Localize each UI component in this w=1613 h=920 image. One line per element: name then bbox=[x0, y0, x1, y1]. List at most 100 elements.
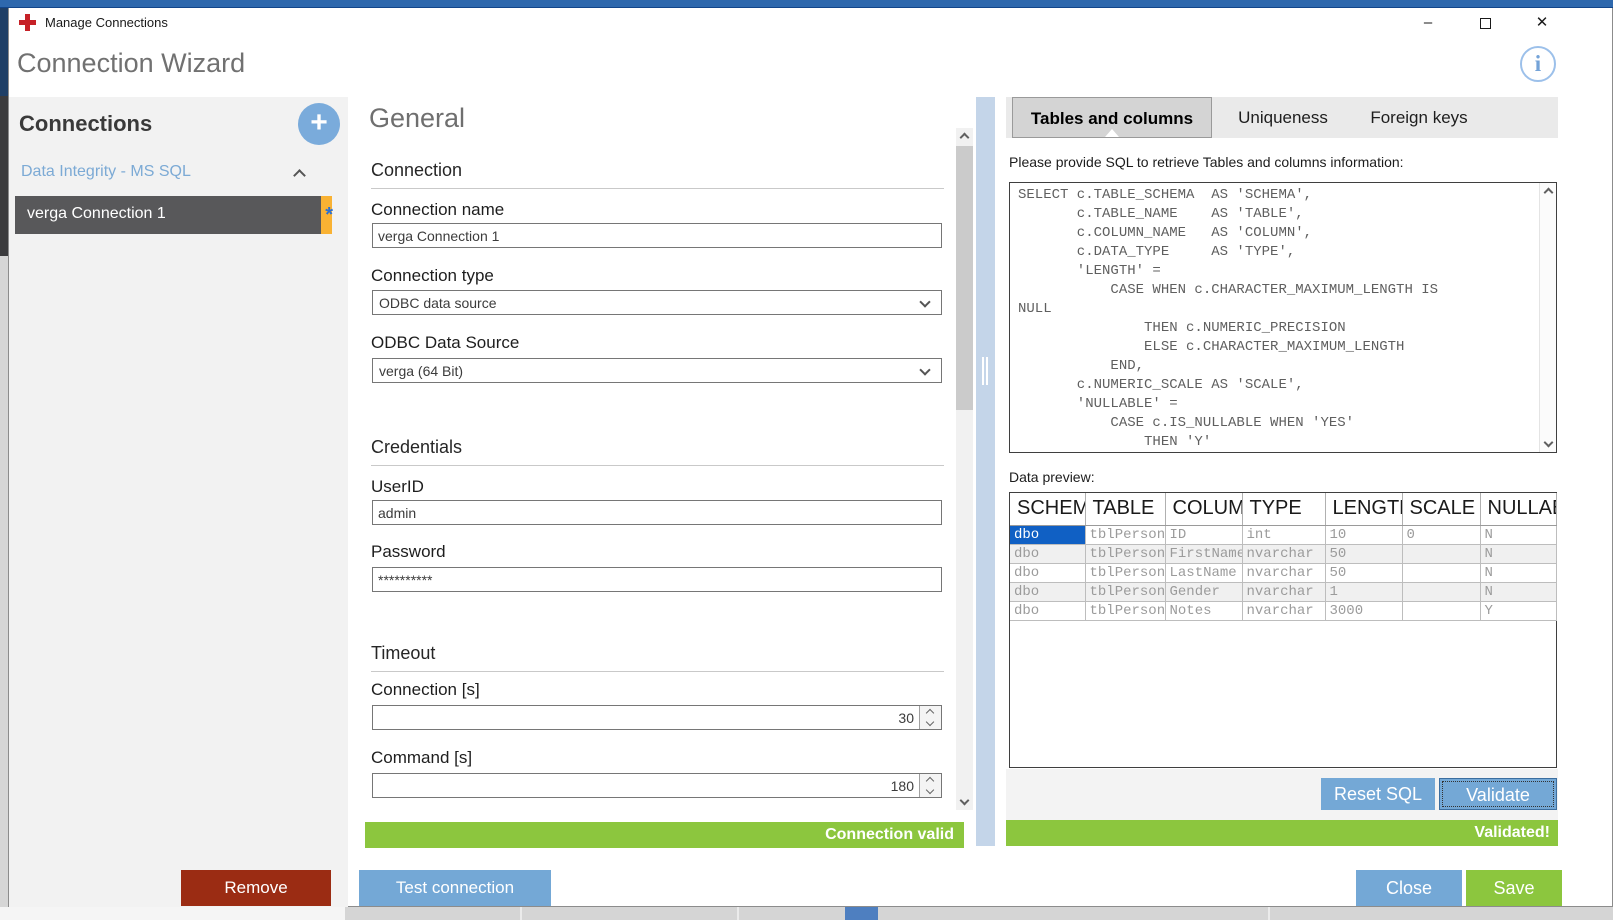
table-cell[interactable]: FirstName bbox=[1165, 544, 1243, 564]
connection-item-label: verga Connection 1 bbox=[27, 205, 166, 222]
table-cell[interactable]: N bbox=[1480, 582, 1557, 602]
save-button[interactable]: Save bbox=[1466, 870, 1562, 906]
credentials-section-header: Credentials bbox=[371, 437, 944, 466]
table-cell[interactable]: 10 bbox=[1325, 525, 1403, 545]
tab-tables-and-columns[interactable]: Tables and columns bbox=[1012, 97, 1212, 138]
scrollbar-thumb[interactable] bbox=[956, 146, 973, 410]
tab-uniqueness[interactable]: Uniqueness bbox=[1238, 108, 1328, 127]
connection-type-select[interactable]: ODBC data source bbox=[372, 290, 942, 315]
table-cell[interactable]: tblPerson bbox=[1085, 563, 1166, 583]
connection-name-input[interactable] bbox=[372, 223, 942, 248]
maximize-icon bbox=[1479, 17, 1491, 29]
table-cell[interactable] bbox=[1402, 582, 1481, 602]
column-header[interactable]: LENGTH bbox=[1325, 493, 1403, 526]
table-cell-selected[interactable]: dbo bbox=[1010, 525, 1086, 545]
active-tab-notch bbox=[1105, 129, 1119, 137]
spin-up-icon bbox=[925, 708, 935, 718]
table-cell[interactable]: 50 bbox=[1325, 544, 1403, 564]
spin-down-icon bbox=[925, 717, 935, 727]
data-preview-label: Data preview: bbox=[1009, 469, 1095, 485]
close-window-button[interactable]: ✕ bbox=[1535, 14, 1549, 31]
reset-sql-button[interactable]: Reset SQL bbox=[1321, 778, 1435, 810]
background-segment bbox=[0, 907, 345, 920]
table-cell[interactable]: LastName bbox=[1165, 563, 1243, 583]
background-segment bbox=[845, 907, 878, 920]
sql-editor[interactable]: SELECT c.TABLE_SCHEMA AS 'SCHEMA', c.TAB… bbox=[1009, 182, 1557, 453]
table-cell[interactable]: nvarchar bbox=[1242, 601, 1326, 621]
column-header[interactable]: NULLABLE bbox=[1480, 493, 1557, 526]
scroll-up-icon[interactable] bbox=[1543, 187, 1554, 198]
table-cell[interactable]: Y bbox=[1480, 601, 1557, 621]
table-cell[interactable]: 3000 bbox=[1325, 601, 1403, 621]
add-connection-button[interactable]: + bbox=[298, 103, 340, 145]
scroll-down-icon[interactable] bbox=[1543, 437, 1554, 448]
spinner-buttons[interactable] bbox=[919, 774, 941, 797]
table-header-row: SCHEMA TABLE COLUMN TYPE LENGTH SCALE NU… bbox=[1010, 493, 1557, 526]
chevron-down-icon bbox=[919, 364, 931, 376]
scroll-down-icon[interactable] bbox=[959, 795, 970, 806]
close-button[interactable]: Close bbox=[1356, 870, 1462, 906]
validated-status-bar: Validated! bbox=[1006, 820, 1558, 846]
table-cell[interactable]: tblPerson bbox=[1085, 544, 1166, 564]
chevron-up-icon[interactable] bbox=[293, 169, 306, 182]
table-cell[interactable]: nvarchar bbox=[1242, 582, 1326, 602]
maximize-button[interactable] bbox=[1471, 10, 1499, 36]
table-cell[interactable]: dbo bbox=[1010, 563, 1086, 583]
table-cell[interactable]: N bbox=[1480, 563, 1557, 583]
form-scrollbar[interactable] bbox=[956, 128, 973, 810]
table-cell[interactable]: N bbox=[1480, 525, 1557, 545]
pane-splitter[interactable] bbox=[976, 97, 995, 846]
table-cell[interactable]: Gender bbox=[1165, 582, 1243, 602]
scroll-up-icon[interactable] bbox=[959, 132, 970, 143]
userid-input[interactable] bbox=[372, 500, 942, 525]
sidebar-item-verga-connection[interactable]: verga Connection 1 * bbox=[15, 196, 333, 234]
table-cell[interactable] bbox=[1402, 563, 1481, 583]
table-cell[interactable]: tblPerson bbox=[1085, 582, 1166, 602]
column-header[interactable]: TYPE bbox=[1242, 493, 1326, 526]
tab-foreign-keys[interactable]: Foreign keys bbox=[1370, 108, 1468, 127]
command-timeout-input[interactable] bbox=[373, 774, 919, 797]
password-label: Password bbox=[371, 542, 446, 561]
table-cell[interactable] bbox=[1402, 544, 1481, 564]
connection-timeout-stepper[interactable] bbox=[372, 705, 942, 730]
sidebar-group-label[interactable]: Data Integrity - MS SQL bbox=[21, 163, 191, 180]
table-cell[interactable]: N bbox=[1480, 544, 1557, 564]
table-row[interactable]: dbo tblPerson Notes nvarchar 3000 Y bbox=[1010, 601, 1557, 621]
table-cell[interactable] bbox=[1402, 601, 1481, 621]
password-input[interactable] bbox=[372, 567, 942, 592]
table-cell[interactable]: dbo bbox=[1010, 582, 1086, 602]
column-header[interactable]: COLUMN bbox=[1165, 493, 1243, 526]
table-cell[interactable]: Notes bbox=[1165, 601, 1243, 621]
column-header[interactable]: SCHEMA bbox=[1010, 493, 1086, 526]
table-cell[interactable]: dbo bbox=[1010, 544, 1086, 564]
table-row[interactable]: dbo tblPerson ID int 10 0 N bbox=[1010, 525, 1557, 545]
tab-label: Tables and columns bbox=[1030, 109, 1194, 128]
table-cell[interactable]: ID bbox=[1165, 525, 1243, 545]
table-cell[interactable]: dbo bbox=[1010, 601, 1086, 621]
table-cell[interactable]: 0 bbox=[1402, 525, 1481, 545]
table-cell[interactable]: tblPerson bbox=[1085, 525, 1166, 545]
odbc-source-select[interactable]: verga (64 Bit) bbox=[372, 358, 942, 383]
table-cell[interactable]: nvarchar bbox=[1242, 563, 1326, 583]
column-header[interactable]: SCALE bbox=[1402, 493, 1481, 526]
table-cell[interactable]: 1 bbox=[1325, 582, 1403, 602]
test-connection-button[interactable]: Test connection bbox=[359, 870, 551, 906]
background-segment bbox=[0, 96, 8, 256]
info-icon[interactable]: i bbox=[1520, 46, 1556, 82]
connection-timeout-input[interactable] bbox=[373, 706, 919, 729]
table-cell[interactable]: tblPerson bbox=[1085, 601, 1166, 621]
remove-button[interactable]: Remove bbox=[181, 870, 331, 906]
column-header[interactable]: TABLE bbox=[1085, 493, 1166, 526]
spinner-buttons[interactable] bbox=[919, 706, 941, 729]
minimize-button[interactable]: – bbox=[1423, 14, 1433, 31]
command-timeout-stepper[interactable] bbox=[372, 773, 942, 798]
table-row[interactable]: dbo tblPerson LastName nvarchar 50 N bbox=[1010, 563, 1557, 583]
validate-button[interactable]: Validate bbox=[1439, 778, 1557, 810]
table-row[interactable]: dbo tblPerson Gender nvarchar 1 N bbox=[1010, 582, 1557, 602]
table-row[interactable]: dbo tblPerson FirstName nvarchar 50 N bbox=[1010, 544, 1557, 564]
table-cell[interactable]: nvarchar bbox=[1242, 544, 1326, 564]
sql-scrollbar[interactable] bbox=[1539, 183, 1556, 452]
title-bar: Manage Connections – ✕ bbox=[9, 8, 1612, 38]
table-cell[interactable]: 50 bbox=[1325, 563, 1403, 583]
table-cell[interactable]: int bbox=[1242, 525, 1326, 545]
